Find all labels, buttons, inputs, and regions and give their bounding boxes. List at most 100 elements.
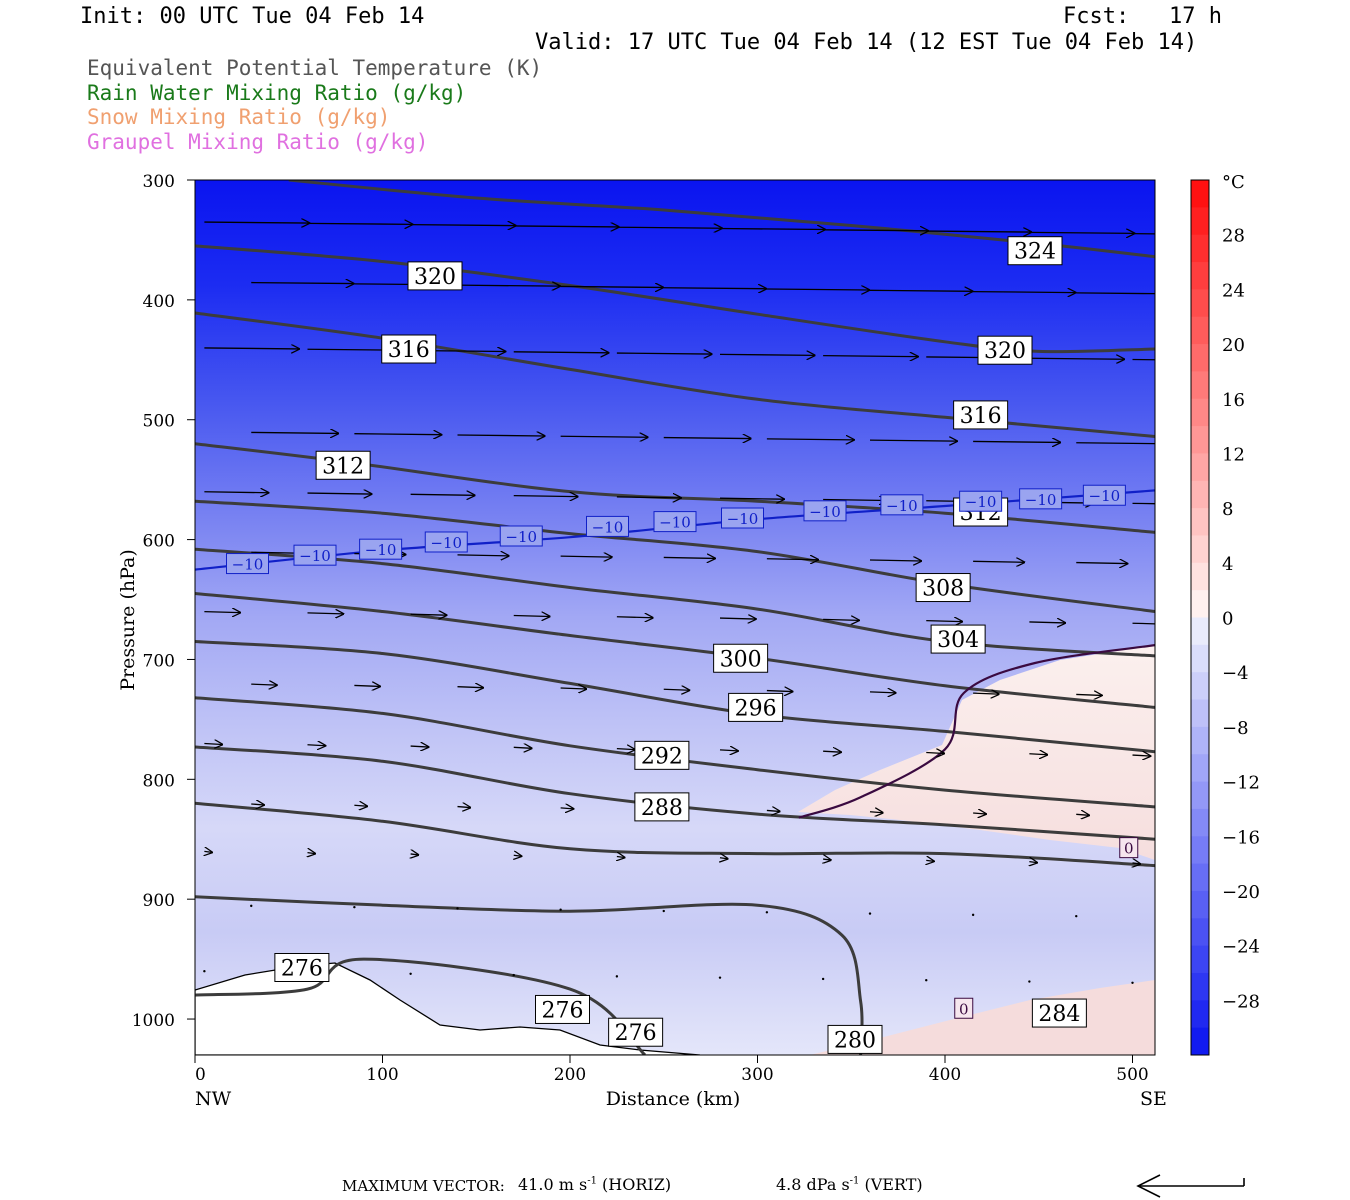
wind-vector: [354, 434, 441, 435]
wind-vector: [1029, 622, 1065, 623]
wind-vector: [307, 613, 344, 614]
wind-vector: [409, 972, 412, 975]
wind-vector: [307, 745, 326, 746]
y-tick-label: 700: [143, 651, 175, 671]
temperature-label: −10: [653, 511, 697, 533]
x-end-right: SE: [1140, 1088, 1167, 1110]
wind-vector: [973, 693, 999, 694]
wind-vector: [766, 691, 793, 692]
colorbar-band: [1191, 344, 1209, 372]
wind-vector: [513, 352, 609, 353]
wind-vector: [457, 807, 471, 808]
horiz-value: 41.0 m s: [518, 1175, 588, 1194]
wind-vector: [1076, 442, 1155, 445]
theta-e-label-276: 276: [274, 953, 330, 982]
y-tick-label: 600: [143, 532, 175, 552]
colorbar-band: [1191, 672, 1209, 701]
wind-vector: [204, 492, 268, 493]
y-tick-label: 500: [143, 412, 175, 432]
colorbar-band: [1191, 508, 1209, 536]
wind-vector: [1132, 622, 1155, 625]
wind-vector: [616, 497, 681, 498]
colorbar-band: [1191, 562, 1209, 591]
svg-text:304: 304: [937, 628, 979, 653]
wind-vector: [204, 612, 240, 613]
wind-vector: [823, 499, 887, 500]
theta-e-contour-284: [195, 801, 1155, 868]
wind-vector: [513, 496, 578, 497]
wind-vector: [869, 560, 921, 561]
wind-vector: [766, 810, 780, 811]
temperature-label: −10: [1082, 484, 1126, 506]
svg-text:−10: −10: [1089, 487, 1121, 505]
wind-vector: [560, 436, 648, 437]
wind-vector: [410, 225, 516, 226]
wind-vector: [1029, 862, 1037, 863]
wind-vector: [354, 685, 380, 686]
wind-vector: [926, 860, 934, 861]
temperature-label: −10: [359, 538, 403, 560]
svg-text:308: 308: [922, 577, 964, 602]
wind-vector: [559, 908, 562, 911]
svg-text:276: 276: [542, 998, 584, 1023]
wind-vector: [663, 557, 715, 558]
theta-e-label-300: 300: [713, 643, 769, 673]
max-vector-title: MAXIMUM VECTOR:: [342, 1177, 505, 1195]
horiz-exp: -1: [587, 1175, 597, 1187]
theta-e-contour-276: [195, 957, 647, 1055]
theta-e-contour-280: [195, 895, 864, 1055]
wind-vector: [204, 851, 212, 852]
wind-vector: [663, 689, 690, 690]
wind-vector: [615, 975, 619, 978]
wind-vector: [410, 614, 447, 615]
wind-vector: [823, 859, 831, 860]
svg-text:−10: −10: [727, 510, 759, 528]
svg-text:−10: −10: [965, 493, 997, 511]
wind-vector: [203, 970, 206, 973]
y-tick-label: 400: [143, 292, 175, 312]
colorbar-band: [1191, 890, 1209, 919]
wind-vector: [616, 749, 635, 750]
legend-snow: Snow Mixing Ratio (g/kg): [87, 105, 391, 129]
wind-vector: [662, 909, 665, 913]
colorbar-band: [1191, 480, 1209, 509]
theta-e-label-316: 316: [953, 400, 1009, 430]
colorbar-band: [1191, 754, 1209, 783]
wind-vector: [1075, 914, 1078, 918]
colorbar-band: [1191, 699, 1209, 728]
theta-e-label-304: 304: [930, 624, 986, 654]
theta-e-label-316: 316: [381, 334, 437, 364]
temperature-label: −10: [803, 500, 847, 522]
wind-vector: [457, 687, 484, 688]
theta-e-label-320: 320: [407, 261, 463, 291]
y-tick-label: 300: [143, 172, 175, 192]
horiz-unit: (HORIZ): [602, 1175, 672, 1194]
wind-vector: [204, 743, 222, 744]
wind-vector: [204, 222, 309, 223]
x-tick-label: 100: [366, 1065, 398, 1085]
vert-exp: -1: [849, 1175, 860, 1187]
colorbar-tick-label: 12: [1222, 444, 1245, 465]
wind-vector: [925, 979, 928, 982]
wind-vector: [1076, 694, 1102, 695]
legend-rain: Rain Water Mixing Ratio (g/kg): [87, 81, 467, 105]
vert-unit: (VERT): [864, 1175, 923, 1194]
colorbar-tick-label: 8: [1222, 499, 1233, 520]
wind-vector: [1029, 358, 1124, 359]
svg-text:320: 320: [984, 339, 1026, 364]
colorbar-band: [1191, 918, 1209, 947]
wind-vector: [973, 292, 1075, 293]
wind-vector: [513, 226, 619, 227]
temperature-label: −10: [721, 507, 764, 529]
svg-text:0: 0: [1124, 840, 1134, 858]
wind-vector: [1028, 980, 1031, 983]
wind-vector: [869, 440, 957, 441]
wind-vector: [719, 618, 756, 619]
y-axis-title: Pressure (hPa): [117, 549, 139, 691]
wind-vector: [308, 853, 316, 854]
max-vector-arrow: [1136, 1174, 1245, 1198]
temperature-label: −10: [499, 525, 543, 547]
colorbar-frame: [1190, 179, 1210, 1056]
colorbar-band: [1191, 836, 1209, 865]
